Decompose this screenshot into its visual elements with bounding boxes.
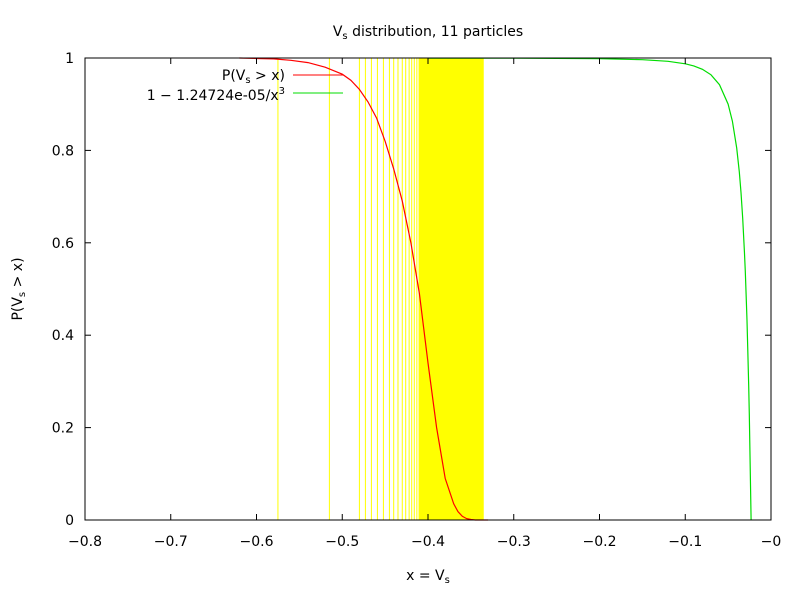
- y-tick-label: 0.6: [52, 236, 74, 252]
- legend-label-series-1: P(Vs > x): [222, 68, 285, 86]
- x-tick-label: −0.8: [68, 534, 102, 550]
- x-tick-label: −0: [761, 534, 782, 550]
- y-tick-label: 1: [65, 51, 74, 67]
- yellow-markers: [277, 58, 484, 520]
- y-axis-label: P(Vs > x): [10, 257, 28, 320]
- y-tick-label: 0.2: [52, 421, 74, 437]
- x-tick-label: −0.4: [411, 534, 445, 550]
- y-tick-label: 0.8: [52, 143, 74, 159]
- x-tick-label: −0.2: [583, 534, 617, 550]
- series-line-1: [239, 57, 488, 521]
- legend: P(Vs > x) 1 − 1.24724e-05/x3: [147, 68, 343, 104]
- x-tick-label: −0.7: [154, 534, 188, 550]
- curves: [239, 57, 752, 521]
- x-axis-label: x = Vs: [406, 568, 450, 586]
- series-line-2: [427, 57, 752, 521]
- x-tick-label: −0.6: [240, 534, 274, 550]
- x-tick-label: −0.5: [325, 534, 359, 550]
- shaded-band: [418, 58, 484, 520]
- x-tick-label: −0.3: [497, 534, 531, 550]
- y-tick-label: 0.4: [52, 328, 74, 344]
- chart-title: Vs distribution, 11 particles: [333, 24, 523, 42]
- axis-ticks: −0.8 −0.7 −0.6 −0.5 −0.4 −0.3 −0.2 −0.1 −0 0 0.2 0.…: [52, 51, 782, 550]
- x-tick-label: −0.1: [668, 534, 702, 550]
- legend-label-series-2: 1 − 1.24724e-05/x3: [147, 86, 285, 104]
- y-tick-label: 0: [65, 513, 74, 529]
